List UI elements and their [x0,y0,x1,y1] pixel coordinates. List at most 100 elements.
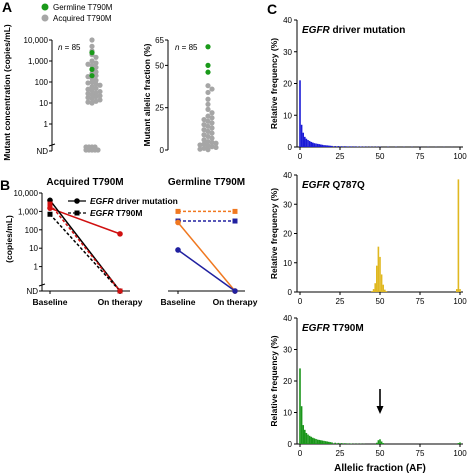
b-point [232,208,238,214]
a1-series-0-point [93,69,99,75]
c3-xtick-label: 75 [416,449,425,458]
b-point [117,288,123,294]
a2-series-1-point [205,44,211,50]
c1-ytick-label: 20 [283,80,292,89]
a1-series-0-point [97,97,103,103]
c3-bar [318,439,320,444]
c1-xtick-label: 75 [416,152,425,161]
c1-bar [331,145,333,147]
a2-series-1-point [205,62,211,68]
c1-bar [308,140,311,147]
a1-series-0-point [89,79,95,85]
a2-series-0-point [205,83,211,89]
panel-label-a: A [2,0,12,15]
c3-bar [312,437,314,444]
b-category-label-1-1: On therapy [213,297,258,307]
b-category-label-0-1: On therapy [98,297,143,307]
a1-series-0-point [89,43,95,49]
c1-bar [337,146,340,147]
c3-bar [347,443,349,444]
c3-xtick-label: 25 [336,449,345,458]
c3-ytick-label: 30 [283,346,292,355]
c3-arrow-head [376,406,384,414]
a2-series-0-point [201,122,207,128]
c1-bar [323,145,325,147]
c3-bar [304,429,306,444]
a1-ytick-label: 10,000 [24,36,49,45]
c2-subtitle: EGFR Q787Q [302,180,365,191]
c1-bar [313,143,316,147]
c1-bar [350,146,352,147]
b-point [175,247,181,253]
c2-xtick-label: 25 [336,297,345,306]
c1-bar [315,143,317,147]
a2-series-0-point [205,118,211,124]
a2-series-0-point [201,141,207,147]
a1-nd-cluster [83,144,101,153]
c3-bar [329,442,332,444]
legend-label-1: Acquired T790M [53,14,112,23]
a2-series-0-point [209,135,215,141]
c3-bar [344,443,346,444]
c3-bar [313,438,316,444]
c2-bar [384,289,386,292]
c3-bar [305,432,308,444]
c3-bar [307,434,309,444]
c2-bar [457,179,460,292]
c2-bar [379,256,381,292]
a1-series-0-point [89,100,95,106]
c3-bar [320,440,322,444]
c1-bar [329,145,332,147]
a1-series-0-point [89,58,95,64]
a1-series-0-point [89,87,95,93]
a2-series-0-point [209,130,215,136]
b-legend-marker-0 [74,198,80,204]
c3-bar [380,441,383,444]
c3-x-axis-label: Allelic fraction (AF) [334,463,426,474]
a2-series-0-point [201,145,207,151]
b-legend-label-1: EGFR T790M [90,208,142,218]
a1-series-0-point [89,92,95,98]
a2-series-0-point [209,110,215,116]
a2-series-0-point [201,132,207,138]
c1-bar [310,141,312,147]
a1-series-0-point [89,63,95,69]
c2-bar [374,283,376,292]
b-series-line-0-2 [49,213,121,292]
c2-bar [371,291,373,292]
c2-xtick-label: 0 [298,297,303,306]
c3-bar [326,441,328,444]
c1-bar [300,124,303,147]
legend-marker-1 [41,14,49,22]
b-ytick-label: 1,000 [18,207,39,216]
c3-bar [302,425,304,444]
b-legend-marker-1 [74,210,80,216]
c1-xtick-label: 25 [336,152,345,161]
a1-series-0-point [85,99,91,105]
a2-series-0-point [201,116,207,123]
c1-bar [304,136,306,147]
a1-ytick-label: 1 [44,120,49,129]
a2-series-1-point [205,69,211,75]
c3-bar [308,435,311,444]
b-legend-label-0: EGFR driver mutation [90,196,178,206]
a2-series-0-point [201,137,207,143]
a2-series-0-point [205,133,211,140]
a1-axis-break [48,143,56,147]
c3-bar [300,406,303,444]
c3-xtick-label: 50 [376,449,385,458]
a1-series-0-point [85,74,91,80]
c3-bar [316,439,319,444]
b-series-line-1-3 [177,249,236,292]
a2-series-0-point [205,113,211,119]
a2-series-0-point [213,144,219,151]
a1-series-1-point [89,66,95,72]
b-axis-break [38,283,46,287]
a2-ytick-label: 25 [155,104,164,113]
a1-series-0-point [97,82,103,88]
a1-series-0-point [93,54,99,60]
c1-bar [307,140,309,147]
c2-bar [380,274,383,292]
a1-series-0-point [93,77,99,83]
b-group-title-1: Germline T790M [168,177,245,188]
